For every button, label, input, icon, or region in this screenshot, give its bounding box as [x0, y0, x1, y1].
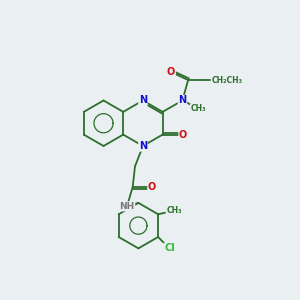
- Text: NH: NH: [119, 202, 135, 211]
- Text: CH₂CH₃: CH₂CH₃: [211, 76, 242, 85]
- Text: N: N: [139, 95, 147, 106]
- Text: O: O: [167, 67, 175, 77]
- Text: CH₃: CH₃: [190, 104, 206, 113]
- Text: CH₃: CH₃: [166, 206, 182, 215]
- Text: N: N: [178, 95, 187, 106]
- Text: Cl: Cl: [164, 243, 175, 254]
- Text: N: N: [139, 141, 147, 151]
- Text: O: O: [179, 130, 187, 140]
- Text: O: O: [148, 182, 156, 192]
